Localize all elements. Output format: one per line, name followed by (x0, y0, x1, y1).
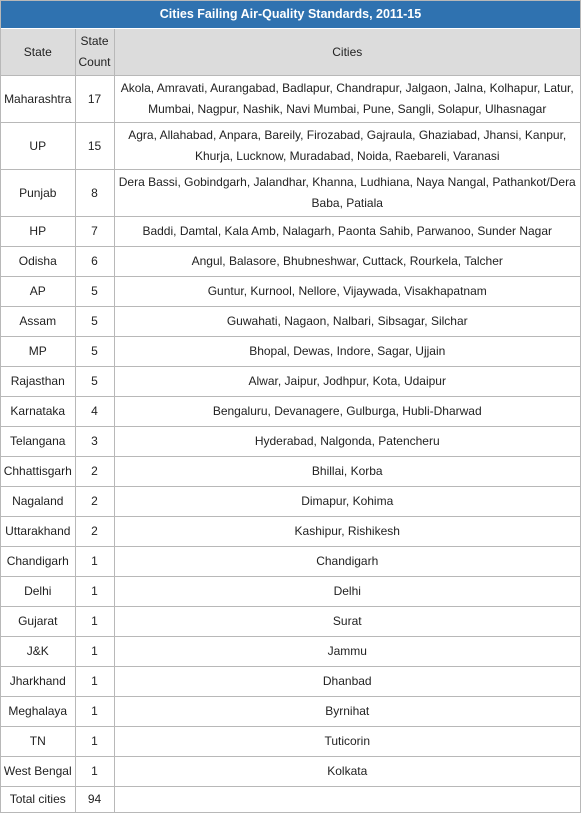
state-cell: Delhi (1, 576, 76, 607)
table-row: West Bengal 1 Kolkata (1, 756, 580, 787)
total-value: 94 (74, 786, 115, 812)
cities-cell: Hyderabad, Nalgonda, Patencheru (113, 426, 580, 457)
cities-cell: Jammu (113, 636, 580, 667)
count-cell: 2 (74, 486, 115, 517)
count-cell: 4 (74, 396, 115, 427)
cities-cell: Delhi (113, 576, 580, 607)
cities-cell: Agra, Allahabad, Anpara, Bareily, Firoza… (113, 122, 580, 170)
total-label: Total cities (1, 786, 76, 812)
cities-cell: Dera Bassi, Gobindgarh, Jalandhar, Khann… (113, 169, 580, 217)
table-row: J&K 1 Jammu (1, 636, 580, 667)
state-cell: Maharashtra (1, 75, 76, 123)
state-cell: HP (1, 216, 76, 247)
count-cell: 8 (74, 169, 115, 217)
state-cell: MP (1, 336, 76, 367)
count-cell: 1 (74, 756, 115, 787)
cities-cell: Guntur, Kurnool, Nellore, Vijaywada, Vis… (113, 276, 580, 307)
table-row: MP 5 Bhopal, Dewas, Indore, Sagar, Ujjai… (1, 336, 580, 367)
cities-cell: Tuticorin (113, 726, 580, 757)
total-empty-cell (113, 786, 580, 812)
count-cell: 2 (74, 516, 115, 547)
cities-cell: Dimapur, Kohima (113, 486, 580, 517)
count-cell: 5 (74, 276, 115, 307)
table-row: Nagaland 2 Dimapur, Kohima (1, 486, 580, 517)
state-cell: Punjab (1, 169, 76, 217)
state-cell: J&K (1, 636, 76, 667)
table-row: Delhi 1 Delhi (1, 576, 580, 607)
table-row: Chhattisgarh 2 Bhillai, Korba (1, 456, 580, 487)
count-cell: 7 (74, 216, 115, 247)
cities-cell: Kashipur, Rishikesh (113, 516, 580, 547)
total-row: Total cities 94 (1, 786, 580, 812)
count-cell: 2 (74, 456, 115, 487)
state-cell: Assam (1, 306, 76, 337)
cities-cell: Baddi, Damtal, Kala Amb, Nalagarh, Paont… (113, 216, 580, 247)
table-title: Cities Failing Air-Quality Standards, 20… (1, 1, 580, 29)
state-cell: Chhattisgarh (1, 456, 76, 487)
count-cell: 1 (74, 636, 115, 667)
cities-cell: Bhopal, Dewas, Indore, Sagar, Ujjain (113, 336, 580, 367)
cities-cell: Chandigarh (113, 546, 580, 577)
table-row: Karnataka 4 Bengaluru, Devanagere, Gulbu… (1, 396, 580, 427)
count-cell: 1 (74, 666, 115, 697)
header-cities: Cities (113, 29, 580, 76)
table-row: Odisha 6 Angul, Balasore, Bhubneshwar, C… (1, 246, 580, 277)
header-state: State (1, 29, 76, 76)
table-row: Telangana 3 Hyderabad, Nalgonda, Patench… (1, 426, 580, 457)
cities-cell: Byrnihat (113, 696, 580, 727)
state-cell: Karnataka (1, 396, 76, 427)
count-cell: 5 (74, 306, 115, 337)
cities-table: State State Count Cities Maharashtra 17 … (1, 29, 580, 812)
header-state-count: State Count (74, 29, 115, 76)
count-cell: 1 (74, 546, 115, 577)
count-cell: 1 (74, 696, 115, 727)
table-row: HP 7 Baddi, Damtal, Kala Amb, Nalagarh, … (1, 216, 580, 247)
table-row: Jharkhand 1 Dhanbad (1, 666, 580, 697)
count-cell: 6 (74, 246, 115, 277)
count-cell: 17 (74, 75, 115, 123)
state-cell: Gujarat (1, 606, 76, 637)
state-cell: AP (1, 276, 76, 307)
table-row: AP 5 Guntur, Kurnool, Nellore, Vijaywada… (1, 276, 580, 307)
cities-cell: Alwar, Jaipur, Jodhpur, Kota, Udaipur (113, 366, 580, 397)
state-cell: West Bengal (1, 756, 76, 787)
cities-cell: Bengaluru, Devanagere, Gulburga, Hubli-D… (113, 396, 580, 427)
table-row: Meghalaya 1 Byrnihat (1, 696, 580, 727)
state-cell: TN (1, 726, 76, 757)
state-cell: Meghalaya (1, 696, 76, 727)
table-row: Chandigarh 1 Chandigarh (1, 546, 580, 577)
count-cell: 1 (74, 726, 115, 757)
state-cell: Telangana (1, 426, 76, 457)
state-cell: Nagaland (1, 486, 76, 517)
count-cell: 3 (74, 426, 115, 457)
count-cell: 15 (74, 122, 115, 170)
cities-cell: Akola, Amravati, Aurangabad, Badlapur, C… (113, 75, 580, 123)
state-cell: Jharkhand (1, 666, 76, 697)
count-cell: 5 (74, 366, 115, 397)
state-cell: UP (1, 122, 76, 170)
cities-cell: Surat (113, 606, 580, 637)
count-cell: 1 (74, 606, 115, 637)
table-row: UP 15 Agra, Allahabad, Anpara, Bareily, … (1, 122, 580, 170)
count-cell: 5 (74, 336, 115, 367)
table-row: Uttarakhand 2 Kashipur, Rishikesh (1, 516, 580, 547)
cities-cell: Angul, Balasore, Bhubneshwar, Cuttack, R… (113, 246, 580, 277)
state-cell: Chandigarh (1, 546, 76, 577)
state-cell: Odisha (1, 246, 76, 277)
table-row: TN 1 Tuticorin (1, 726, 580, 757)
state-cell: Uttarakhand (1, 516, 76, 547)
header-row: State State Count Cities (1, 29, 580, 76)
cities-cell: Kolkata (113, 756, 580, 787)
cities-cell: Bhillai, Korba (113, 456, 580, 487)
table-row: Maharashtra 17 Akola, Amravati, Aurangab… (1, 75, 580, 123)
table-row: Punjab 8 Dera Bassi, Gobindgarh, Jalandh… (1, 169, 580, 217)
count-cell: 1 (74, 576, 115, 607)
table-row: Gujarat 1 Surat (1, 606, 580, 637)
cities-cell: Guwahati, Nagaon, Nalbari, Sibsagar, Sil… (113, 306, 580, 337)
table-row: Assam 5 Guwahati, Nagaon, Nalbari, Sibsa… (1, 306, 580, 337)
state-cell: Rajasthan (1, 366, 76, 397)
table-row: Rajasthan 5 Alwar, Jaipur, Jodhpur, Kota… (1, 366, 580, 397)
cities-cell: Dhanbad (113, 666, 580, 697)
